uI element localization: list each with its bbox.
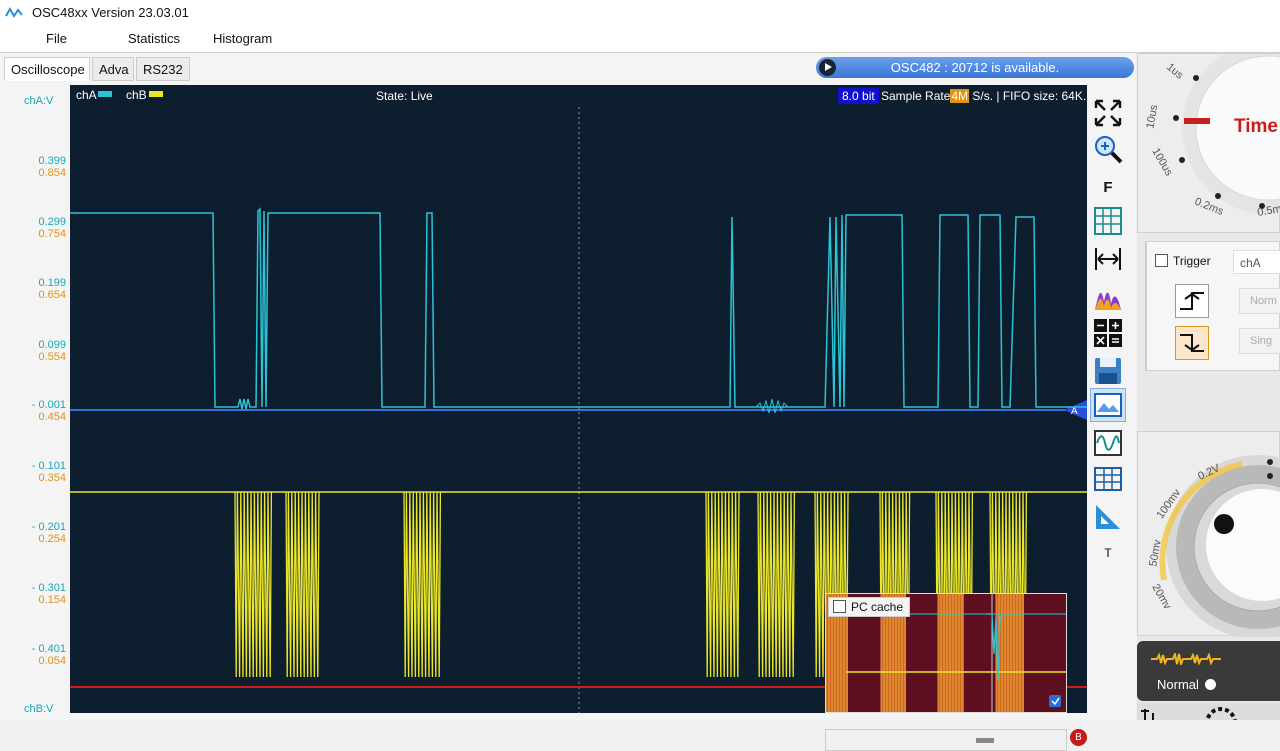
y-tick: 0.099 0.554 [38,339,66,363]
checkbox-icon[interactable] [1155,254,1168,267]
rising-edge-icon[interactable] [1175,284,1209,318]
y-tick: 0.299 0.754 [38,216,66,240]
dial-label-100us: 100us [1149,146,1175,178]
dial-label-10us: 10us [1144,103,1160,129]
voltage-section: 0.2V 100mv 50mv 20mv [1137,431,1280,637]
image-capture-icon[interactable] [1090,388,1126,422]
mode-label: Normal [1157,677,1199,692]
checkbox-icon[interactable] [833,600,846,613]
app-icon [5,6,23,18]
dial-label-50mv: 50mv [1147,538,1164,567]
y-tick: 0.199 0.654 [38,277,66,301]
mode-radio-icon[interactable] [1205,679,1216,690]
title-bar: OSC48xx Version 23.03.01 [0,0,1280,26]
f-tool-button[interactable]: F [1103,178,1113,196]
bottom-controls [1137,703,1280,739]
channel-b-burst [285,491,320,678]
channel-b-burst [403,491,442,678]
cache-scrollbar[interactable] [825,729,1067,751]
window-title: OSC48xx Version 23.03.01 [32,5,189,20]
bottom-tools-icon[interactable] [1137,703,1280,739]
channel-a-label[interactable]: chA [76,88,97,102]
calculator-icon[interactable] [1090,316,1126,350]
y-axis-bottom-label: chB:V [24,703,54,715]
channel-b-burst [234,491,273,678]
channel-b-burst [705,491,740,678]
play-icon[interactable] [819,59,836,76]
grid-icon[interactable] [1090,204,1126,238]
marker-b-icon[interactable]: B [1070,729,1087,746]
falling-edge-icon[interactable] [1175,326,1209,360]
trigger-checkbox[interactable]: Trigger [1155,254,1211,268]
voltage-dial[interactable]: 0.2V 100mv 50mv 20mv [1138,432,1280,637]
pc-cache-checkbox[interactable]: PC cache [828,597,911,617]
channel-a-swatch [98,91,112,97]
trigger-normal-button[interactable]: Norm [1239,288,1280,314]
trigger-single-button[interactable]: Sing [1239,328,1280,354]
y-tick: - 0.301 0.154 [31,582,66,606]
triangle-ruler-icon[interactable] [1090,500,1126,534]
menu-histogram[interactable]: Histogram [213,31,273,46]
control-panel: 1us 10us 100us 0.2ms 0.5m Time Trigger c… [1137,53,1280,739]
scroll-thumb[interactable] [976,738,994,743]
horizontal-measure-icon[interactable] [1090,242,1126,276]
cache-burst-stripe [938,594,964,712]
y-axis-top-label: chA:V [24,95,54,107]
tab-rs232[interactable]: RS232 [136,57,190,81]
tab-oscilloscope[interactable]: Oscilloscope [4,57,90,81]
main-panel: Oscilloscope Adva RS232 OSC482 : 20712 i… [0,53,1136,751]
fit-screen-icon[interactable] [1090,96,1126,130]
sample-rate-info: Sample Rate4M S/s. | FIFO size: 64K. [881,89,1087,103]
y-tick: - 0.201 0.254 [31,521,66,545]
pc-cache-panel[interactable]: PC cache [825,593,1067,713]
menu-bar: File Statistics Histogram [0,26,1280,53]
trigger-source-select[interactable]: chA [1233,250,1280,274]
save-icon[interactable] [1090,354,1126,388]
dial-label-20mv: 20mv [1149,582,1173,612]
signal-indicator-icon [1151,653,1221,665]
cache-burst-stripe [826,594,848,712]
oscilloscope-display[interactable]: chA chB State: Live 8.0 bit Sample Rate4… [70,85,1087,751]
marker-a-icon [1064,400,1087,420]
scope-state: State: Live [376,89,433,103]
tab-advanced[interactable]: Adva [92,57,134,81]
menu-statistics[interactable]: Statistics [128,31,181,46]
bit-depth-badge: 8.0 bit [838,88,879,104]
dial-label-1us: 1us [1164,61,1186,82]
scope-header: chA chB State: Live 8.0 bit Sample Rate4… [70,85,1087,107]
trigger-section: Trigger chA Norm Sing [1145,241,1280,371]
menu-file[interactable]: File [46,31,67,46]
timebase-dial[interactable]: 1us 10us 100us 0.2ms 0.5m Time [1138,54,1280,234]
timebase-section: 1us 10us 100us 0.2ms 0.5m Time [1137,53,1280,233]
device-status-text: OSC482 : 20712 is available. [890,60,1060,75]
y-tick: 0.399 0.854 [38,155,66,179]
dial-label-0.5ms: 0.5m [1256,203,1280,219]
waveform-icon[interactable] [1090,426,1126,460]
y-tick: - 0.101 0.354 [31,460,66,484]
spectrum-icon[interactable] [1090,280,1126,314]
timebase-title: Time [1234,116,1278,137]
text-tool-button[interactable]: T [1104,546,1112,560]
zoom-in-icon[interactable] [1090,132,1126,166]
channel-b-burst [757,491,796,678]
y-tick: - 0.401 0.054 [31,643,66,667]
device-status-banner[interactable]: OSC482 : 20712 is available. [816,57,1134,78]
channel-b-swatch [149,91,163,97]
channel-b-label[interactable]: chB [126,88,147,102]
y-tick: - 0.001 0.454 [31,399,66,423]
y-axis-labels: chA:V 0.399 0.854 0.299 0.754 0.199 0.654 0… [0,83,70,719]
mode-panel[interactable]: Normal [1137,641,1280,701]
tool-strip: F T [1088,90,1128,570]
table-icon[interactable] [1090,462,1126,496]
marker-a-label: A [1071,406,1078,417]
